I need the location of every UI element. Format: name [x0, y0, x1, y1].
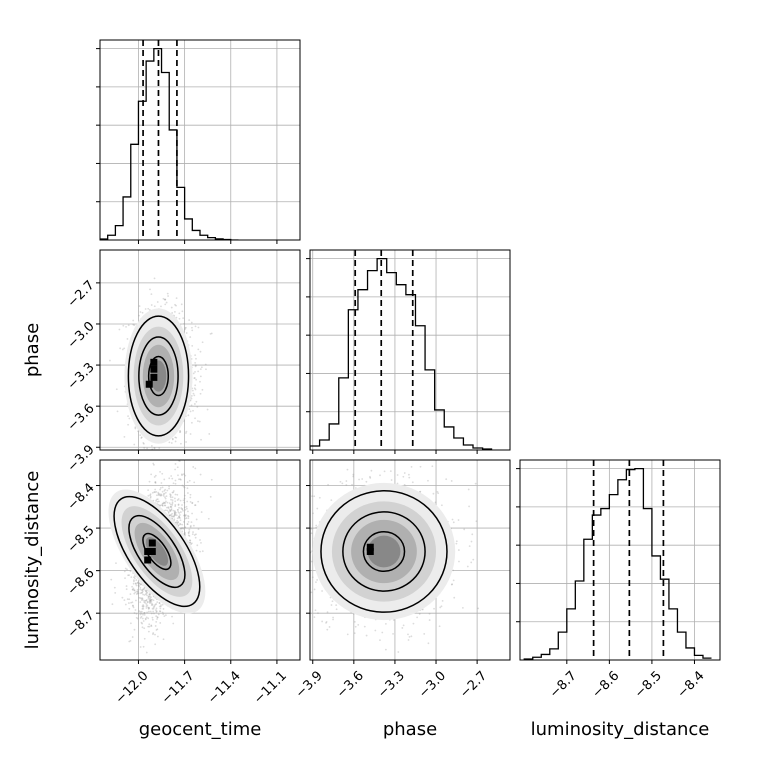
- histogram-luminosity-distance: [516, 459, 721, 664]
- y-axis-label-luminosity-distance: luminosity_distance: [22, 471, 43, 650]
- x-tick-label: −3.6: [334, 668, 367, 701]
- y-tick-label: −3.0: [65, 319, 98, 352]
- histogram-steps: [100, 47, 239, 240]
- density-peak-cell: [150, 373, 158, 381]
- scatter-panel-phase-vs-luminosity-distance: [306, 459, 511, 664]
- x-tick-label: −11.1: [251, 668, 290, 707]
- y-tick-label: −8.4: [65, 481, 98, 514]
- contour-line: [147, 355, 170, 397]
- panel-frame: [99, 459, 301, 661]
- contour-line: [320, 490, 448, 613]
- y-tick-label: −2.7: [65, 278, 98, 311]
- x-tick-label: −8.6: [589, 668, 622, 701]
- density-peak-cell: [366, 543, 374, 551]
- panel-frame: [309, 459, 511, 661]
- histogram-geocent-time: [96, 39, 301, 244]
- x-tick-label: −3.0: [416, 668, 449, 701]
- contour-line: [138, 336, 179, 416]
- x-tick-label: −11.7: [159, 668, 198, 707]
- contour-line: [113, 495, 201, 608]
- x-tick-label: −3.3: [375, 668, 408, 701]
- density-peak-cell: [148, 547, 156, 555]
- density-level: [367, 535, 401, 568]
- density-peak-cell: [144, 547, 152, 555]
- x-tick-label: −8.7: [547, 668, 580, 701]
- density-peak-cell: [150, 358, 158, 366]
- histogram-steps: [310, 257, 493, 450]
- contour-line: [342, 511, 426, 592]
- y-tick-label: −8.5: [65, 523, 98, 556]
- x-tick-label: −2.7: [457, 668, 490, 701]
- histogram-phase: [306, 249, 511, 454]
- x-tick-label: −12.0: [113, 668, 152, 707]
- y-axis-label-phase: phase: [22, 323, 43, 377]
- y-tick-label: −8.7: [65, 608, 98, 641]
- scatter-panel-geocent-time-vs-luminosity-distance: [96, 459, 301, 664]
- histogram-steps: [523, 467, 712, 660]
- x-axis-label-luminosity-distance: luminosity_distance: [531, 719, 710, 740]
- y-tick-label: −3.6: [65, 401, 98, 434]
- contour-line: [128, 514, 186, 589]
- x-tick-label: −8.5: [632, 668, 665, 701]
- density-peak-cell: [150, 365, 158, 373]
- y-tick-label: −8.6: [65, 566, 98, 599]
- density-peak-cell: [366, 547, 374, 555]
- x-tick-label: −3.9: [293, 668, 326, 701]
- contour-line: [362, 530, 406, 573]
- panel-frame: [99, 39, 301, 241]
- x-axis-label-phase: phase: [383, 719, 437, 740]
- x-axis-label-geocent-time: geocent_time: [139, 719, 262, 740]
- y-tick-label: −3.9: [65, 442, 98, 475]
- contour-line: [142, 532, 172, 571]
- y-tick-label: −3.3: [65, 360, 98, 393]
- x-tick-label: −8.4: [675, 668, 708, 701]
- panel-frame: [99, 249, 301, 451]
- panel-frame: [309, 249, 511, 451]
- scatter-panel-geocent-time-vs-phase: [96, 249, 301, 454]
- x-tick-label: −11.4: [205, 668, 244, 707]
- density-peak-cell: [148, 539, 156, 547]
- density-peak-cell: [144, 556, 152, 564]
- panel-frame: [519, 459, 721, 661]
- contour-line: [127, 315, 190, 437]
